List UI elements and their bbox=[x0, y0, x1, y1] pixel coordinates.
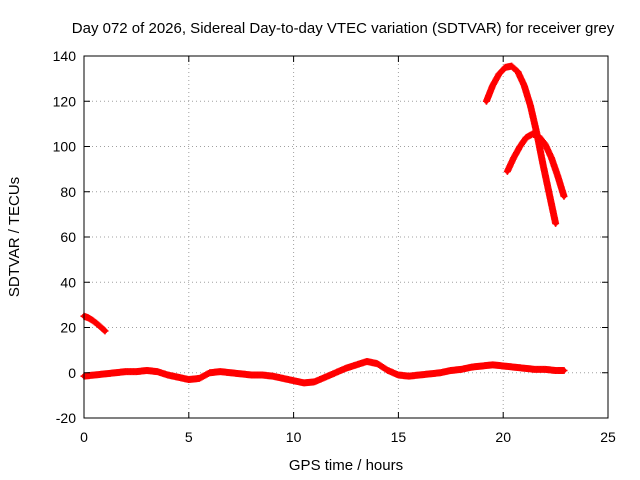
data-point bbox=[560, 366, 568, 374]
x-tick-label: 0 bbox=[80, 429, 88, 445]
series-early-arc bbox=[80, 312, 109, 335]
data-point bbox=[560, 192, 568, 200]
series-arc-b bbox=[503, 130, 568, 200]
data-point bbox=[100, 326, 108, 334]
x-tick-label: 20 bbox=[495, 429, 511, 445]
y-tick-label: 140 bbox=[53, 48, 77, 64]
y-tick-label: 100 bbox=[53, 139, 77, 155]
y-tick-label: 80 bbox=[60, 184, 76, 200]
data-layer bbox=[80, 62, 568, 387]
x-tick-label: 15 bbox=[391, 429, 407, 445]
y-tick-label: 40 bbox=[60, 274, 76, 290]
y-axis-label: SDTVAR / TECUs bbox=[6, 177, 23, 297]
x-tick-label: 10 bbox=[286, 429, 302, 445]
x-tick-label: 25 bbox=[600, 429, 616, 445]
data-point bbox=[552, 219, 560, 227]
y-tick-label: 120 bbox=[53, 93, 77, 109]
y-tick-label: -20 bbox=[56, 410, 76, 426]
y-tick-label: 0 bbox=[68, 365, 76, 381]
x-tick-label: 5 bbox=[185, 429, 193, 445]
chart-title: Day 072 of 2026, Sidereal Day-to-day VTE… bbox=[72, 20, 615, 37]
y-tick-label: 20 bbox=[60, 320, 76, 336]
y-tick-label: 60 bbox=[60, 229, 76, 245]
data-point bbox=[101, 327, 109, 335]
x-axis-label: GPS time / hours bbox=[289, 457, 403, 474]
series-baseline bbox=[80, 357, 568, 387]
